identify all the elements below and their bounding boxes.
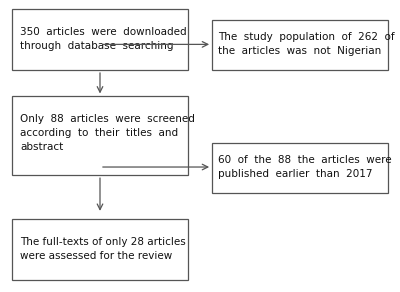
FancyBboxPatch shape xyxy=(212,143,388,193)
Text: 60  of  the  88  the  articles  were
published  earlier  than  2017: 60 of the 88 the articles were published… xyxy=(218,155,392,179)
Text: The full-texts of only 28 articles
were assessed for the review: The full-texts of only 28 articles were … xyxy=(20,237,186,261)
Text: 350  articles  were  downloaded
through  database  searching: 350 articles were downloaded through dat… xyxy=(20,27,187,51)
FancyBboxPatch shape xyxy=(12,9,188,70)
Text: Only  88  articles  were  screened
according  to  their  titles  and
abstract: Only 88 articles were screened according… xyxy=(20,114,195,152)
Text: The  study  population  of  262  of
the  articles  was  not  Nigerian: The study population of 262 of the artic… xyxy=(218,32,395,56)
FancyBboxPatch shape xyxy=(12,96,188,175)
FancyBboxPatch shape xyxy=(212,20,388,70)
FancyBboxPatch shape xyxy=(12,219,188,280)
